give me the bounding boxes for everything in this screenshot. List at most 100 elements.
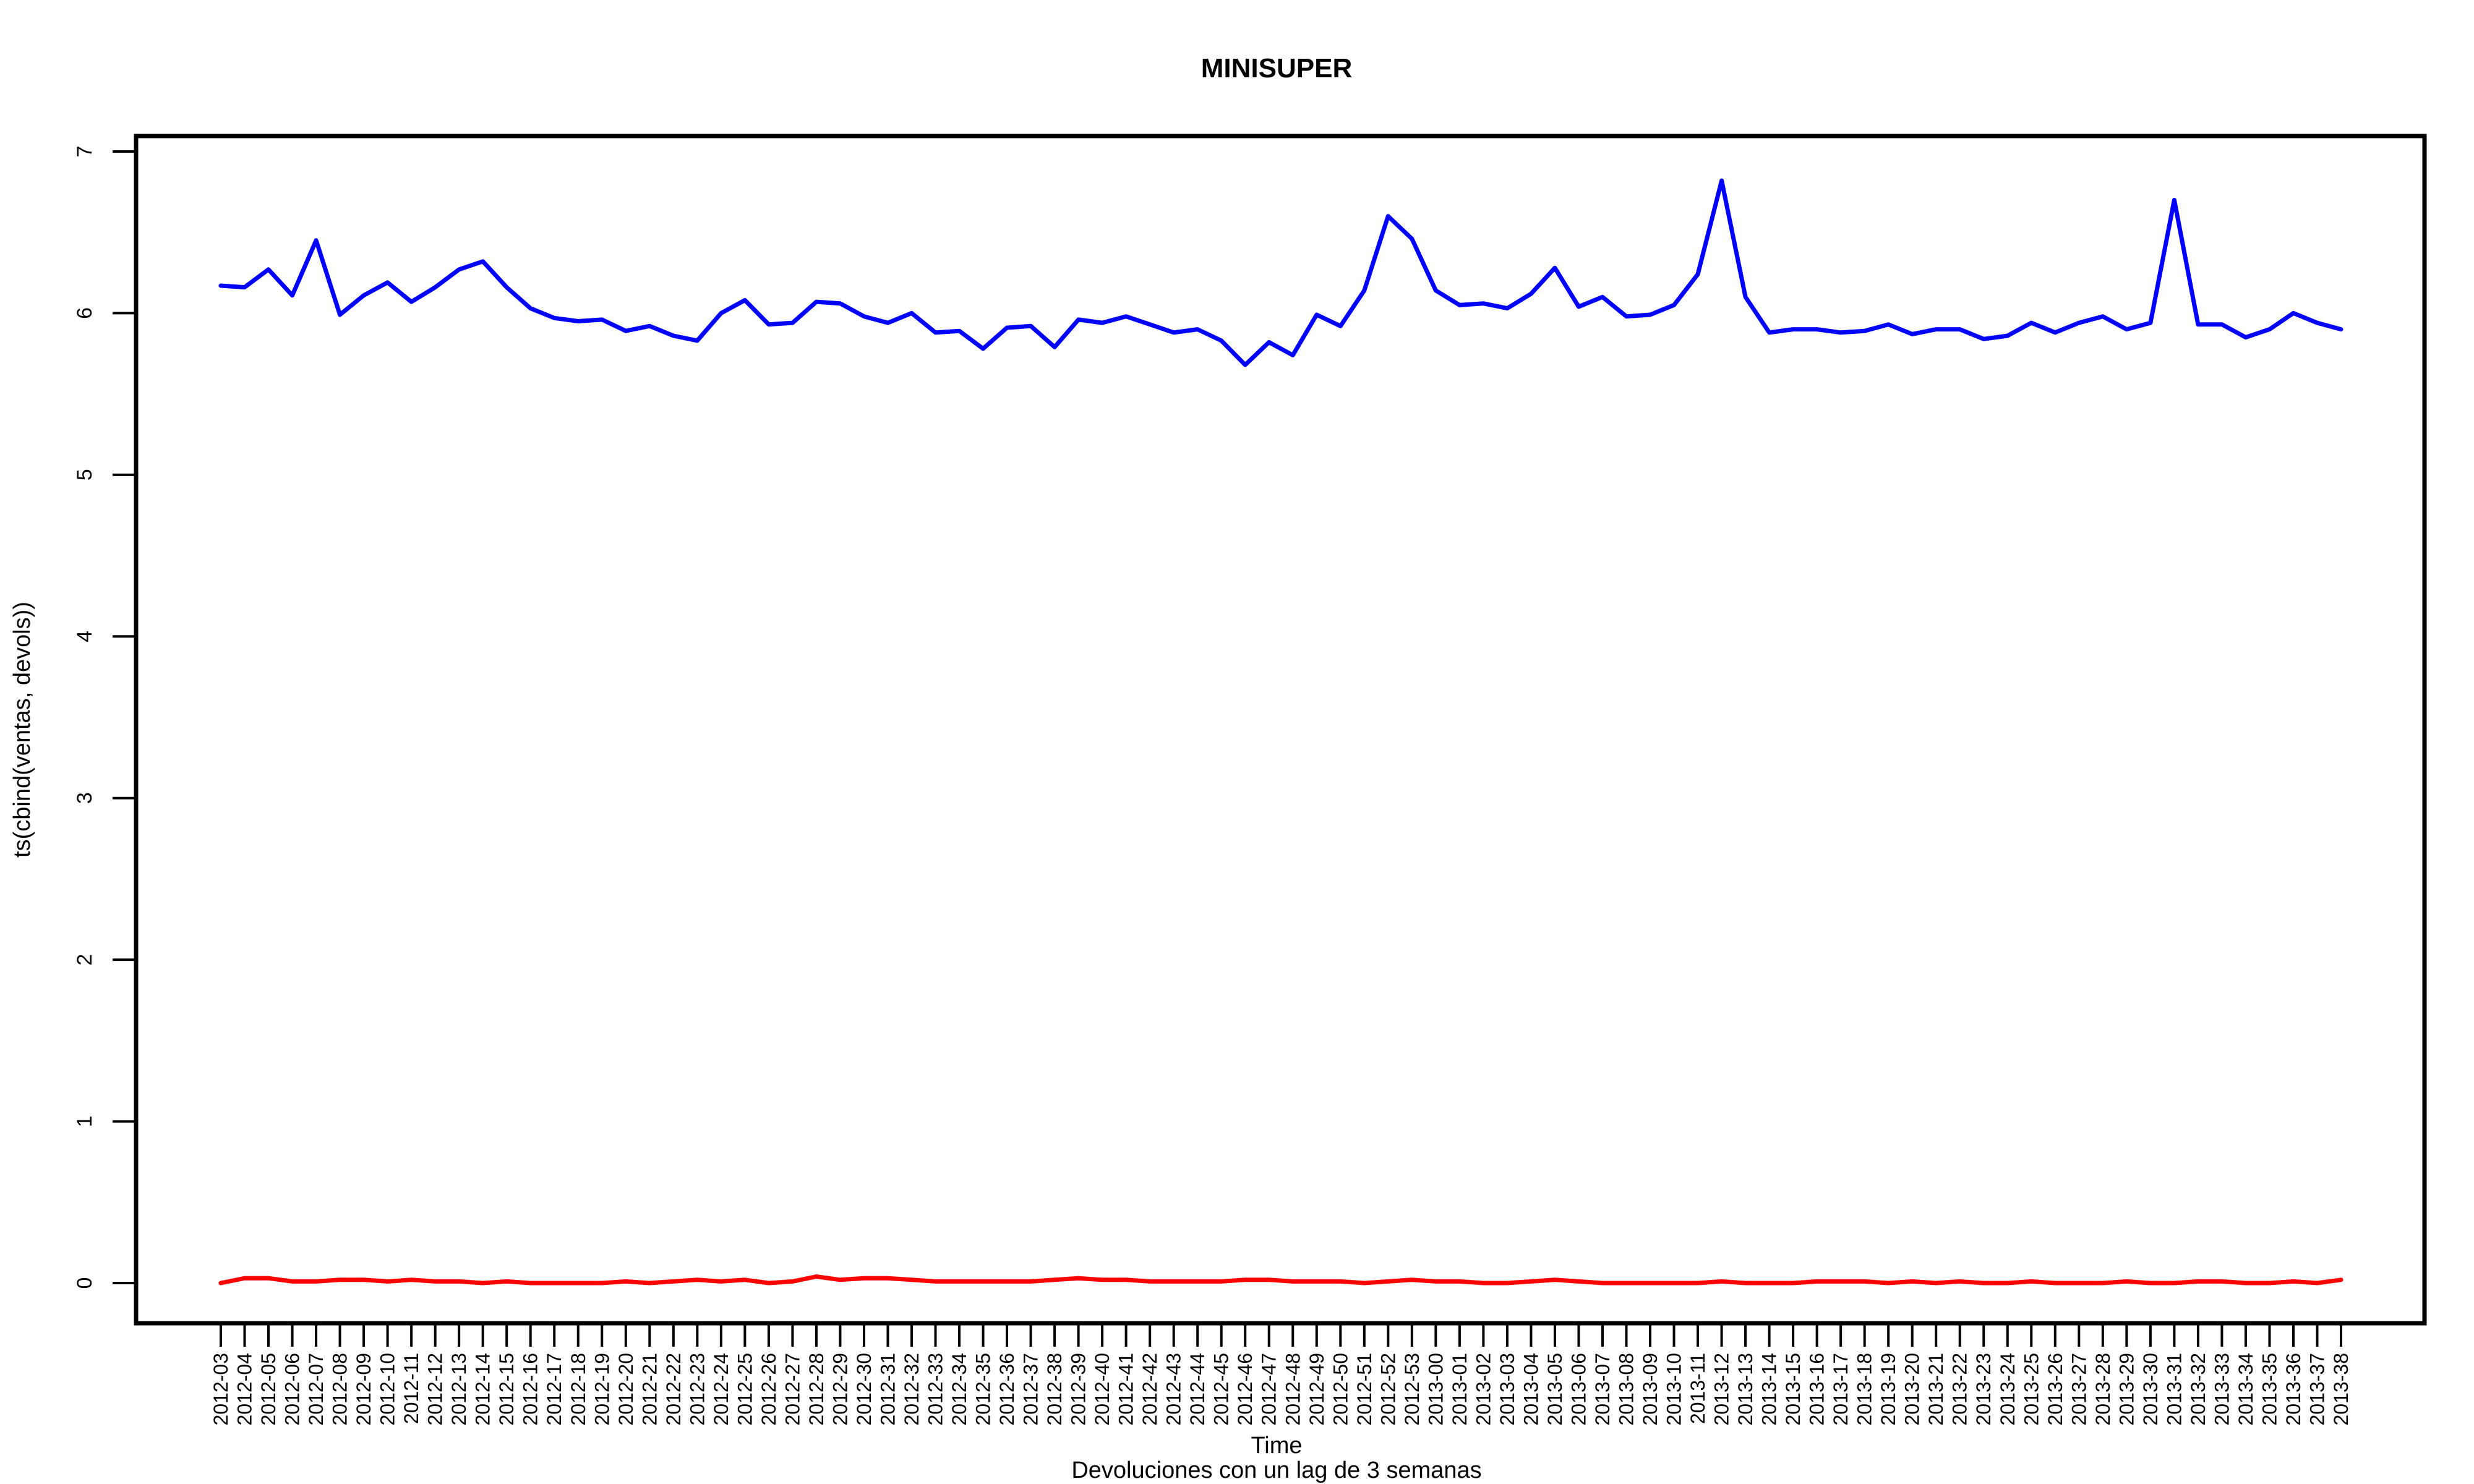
x-tick-label: 2013-10 <box>1663 1353 1685 1425</box>
x-tick-label: 2013-22 <box>1949 1353 1971 1425</box>
x-tick-label: 2013-14 <box>1758 1353 1781 1425</box>
x-tick-label: 2012-45 <box>1210 1353 1233 1425</box>
x-axis-label: Time <box>1251 1433 1302 1459</box>
x-tick-label: 2012-35 <box>972 1353 995 1425</box>
x-tick-label: 2012-06 <box>281 1353 304 1425</box>
x-tick-label: 2012-24 <box>710 1353 732 1425</box>
x-tick-label: 2012-37 <box>1020 1353 1042 1425</box>
x-tick-label: 2013-30 <box>2139 1353 2162 1425</box>
x-tick-label: 2012-32 <box>901 1353 923 1425</box>
x-tick-label: 2012-51 <box>1353 1353 1376 1425</box>
x-tick-label: 2012-16 <box>520 1353 542 1425</box>
x-tick-label: 2013-13 <box>1734 1353 1757 1425</box>
x-tick-label: 2012-19 <box>591 1353 613 1425</box>
x-tick-label: 2012-23 <box>686 1353 708 1425</box>
x-tick-label: 2012-44 <box>1186 1353 1209 1425</box>
x-tick-label: 2012-07 <box>305 1353 327 1425</box>
x-tick-label: 2012-29 <box>829 1353 851 1425</box>
series-line-1 <box>218 178 2343 367</box>
x-tick-label: 2012-11 <box>400 1353 422 1424</box>
x-tick-label: 2013-28 <box>2092 1353 2114 1425</box>
x-tick-label: 2012-04 <box>234 1353 256 1425</box>
x-tick-label: 2013-09 <box>1639 1353 1661 1425</box>
x-tick-label: 2012-31 <box>876 1353 899 1425</box>
x-tick-label: 2012-50 <box>1329 1353 1351 1425</box>
x-tick-label: 2013-20 <box>1901 1353 1924 1425</box>
x-tick-label: 2013-01 <box>1449 1353 1471 1425</box>
x-tick-label: 2013-29 <box>2115 1353 2138 1425</box>
x-tick-label: 2012-48 <box>1282 1353 1304 1425</box>
x-tick-label: 2013-31 <box>2163 1353 2185 1425</box>
x-tick-label: 2013-36 <box>2282 1353 2305 1425</box>
x-tick-label: 2013-33 <box>2211 1353 2233 1425</box>
x-tick-label: 2012-40 <box>1091 1353 1113 1425</box>
x-tick-label: 2012-27 <box>781 1353 803 1425</box>
x-tick-label: 2013-24 <box>1997 1353 2019 1425</box>
x-axis: 2012-03 2012-04 2012-05 2012-06 2012-07 2012-… <box>210 1322 2352 1425</box>
x-tick-label: 2013-15 <box>1782 1353 1804 1425</box>
x-tick-label: 2012-20 <box>615 1353 637 1425</box>
x-tick-label: 2012-39 <box>1068 1353 1090 1425</box>
x-tick-label: 2013-12 <box>1711 1353 1733 1425</box>
y-tick-label: 6 <box>73 307 96 319</box>
x-tick-label: 2012-42 <box>1139 1353 1161 1425</box>
x-tick-label: 2013-35 <box>2258 1353 2280 1425</box>
y-tick-label: 5 <box>73 469 96 480</box>
x-tick-label: 2012-53 <box>1401 1353 1423 1425</box>
x-tick-label: 2012-10 <box>377 1353 399 1425</box>
x-tick-label: 2013-11 <box>1687 1353 1709 1424</box>
x-tick-label: 2013-32 <box>2187 1353 2209 1425</box>
x-tick-label: 2013-08 <box>1615 1353 1637 1425</box>
x-tick-label: 2012-12 <box>424 1353 447 1425</box>
y-tick-label: 7 <box>73 146 96 158</box>
x-tick-label: 2013-21 <box>1925 1353 1947 1425</box>
y-tick-label: 2 <box>73 954 96 966</box>
x-tick-label: 2013-26 <box>2044 1353 2066 1425</box>
x-tick-label: 2012-26 <box>758 1353 780 1425</box>
x-tick-label: 2012-36 <box>996 1353 1018 1425</box>
x-tick-label: 2013-02 <box>1472 1353 1494 1425</box>
y-tick-label: 1 <box>73 1115 96 1127</box>
x-tick-label: 2012-14 <box>472 1353 494 1425</box>
x-tick-label: 2013-05 <box>1544 1353 1566 1425</box>
y-tick-label: 0 <box>73 1277 96 1289</box>
x-tick-label: 2012-09 <box>353 1353 375 1425</box>
x-tick-label: 2012-46 <box>1234 1353 1256 1425</box>
x-tick-label: 2012-13 <box>448 1353 470 1425</box>
x-tick-label: 2013-19 <box>1877 1353 1899 1425</box>
series-line-2 <box>218 1274 2343 1286</box>
series-layer <box>218 178 2343 1286</box>
x-tick-label: 2012-34 <box>948 1353 970 1425</box>
x-tick-label: 2013-17 <box>1830 1353 1852 1425</box>
x-tick-label: 2013-06 <box>1567 1353 1590 1425</box>
x-tick-label: 2012-17 <box>543 1353 565 1425</box>
x-tick-label: 2012-21 <box>638 1353 661 1425</box>
y-axis-label: ts(cbind(ventas, devols)) <box>9 602 35 858</box>
x-tick-label: 2013-38 <box>2330 1353 2352 1425</box>
y-tick-label: 3 <box>73 792 96 804</box>
x-tick-label: 2012-08 <box>329 1353 351 1425</box>
x-tick-label: 2013-23 <box>1972 1353 1995 1425</box>
x-tick-label: 2012-38 <box>1043 1353 1066 1425</box>
x-tick-label: 2013-34 <box>2235 1353 2257 1425</box>
x-tick-label: 2012-03 <box>210 1353 232 1425</box>
x-axis-subtitle: Devoluciones con un lag de 3 semanas <box>1071 1457 1481 1483</box>
x-tick-label: 2012-52 <box>1377 1353 1399 1425</box>
x-tick-label: 2012-05 <box>257 1353 280 1425</box>
chart-title: MINISUPER <box>1201 53 1352 83</box>
y-tick-label: 4 <box>73 631 96 642</box>
x-tick-label: 2012-28 <box>805 1353 828 1425</box>
x-tick-label: 2012-43 <box>1163 1353 1185 1425</box>
x-tick-label: 2013-00 <box>1424 1353 1447 1425</box>
x-tick-label: 2012-41 <box>1115 1353 1137 1425</box>
x-tick-label: 2012-49 <box>1306 1353 1328 1425</box>
x-tick-label: 2012-33 <box>925 1353 947 1425</box>
x-tick-label: 2012-30 <box>853 1353 875 1425</box>
x-tick-label: 2013-18 <box>1854 1353 1876 1425</box>
x-tick-label: 2013-27 <box>2068 1353 2090 1425</box>
x-tick-label: 2013-03 <box>1496 1353 1518 1425</box>
x-tick-label: 2013-37 <box>2306 1353 2328 1425</box>
x-tick-label: 2013-16 <box>1806 1353 1828 1425</box>
x-tick-label: 2013-07 <box>1591 1353 1614 1425</box>
